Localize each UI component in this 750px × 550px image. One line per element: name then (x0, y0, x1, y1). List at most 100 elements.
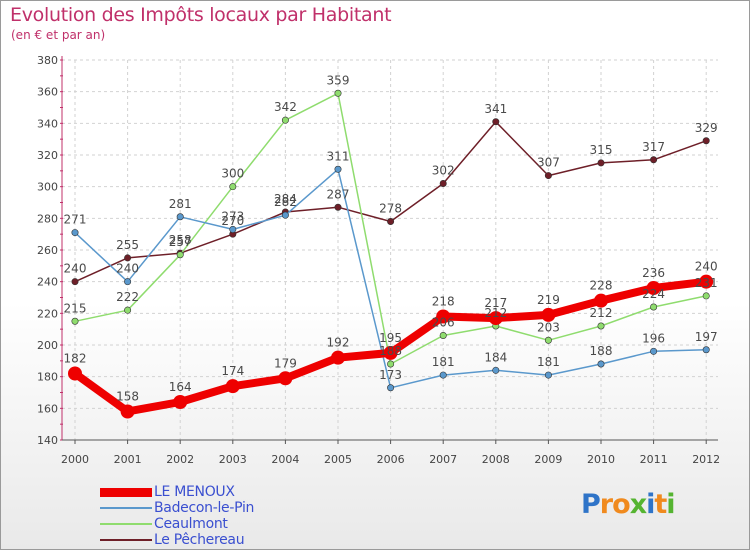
data-point (71, 278, 79, 286)
data-label: 206 (432, 316, 455, 330)
data-label: 192 (327, 336, 350, 350)
data-label: 188 (379, 344, 402, 358)
data-label: 181 (537, 355, 560, 369)
proxiti-logo: Proxiti (581, 489, 676, 520)
data-point (71, 317, 79, 325)
legend-label: Ceaulmont (154, 516, 228, 532)
legend-label: Badecon-le-Pin (154, 500, 255, 516)
x-tick-label: 2006 (377, 453, 405, 466)
data-label: 195 (379, 331, 402, 345)
data-label: 307 (537, 156, 560, 170)
y-tick-label: 220 (37, 307, 58, 320)
y-tick-label: 260 (37, 244, 58, 257)
data-label: 222 (116, 290, 139, 304)
data-label: 181 (432, 355, 455, 369)
x-tick-label: 2008 (482, 453, 510, 466)
y-tick-label: 360 (37, 86, 58, 99)
label-layer: 240 255 258 270 284 287 278 302 341 307 315 317 329 2… (64, 73, 718, 403)
data-label: 302 (432, 164, 455, 178)
x-tick-label: 2000 (61, 453, 89, 466)
legend-swatch (100, 523, 152, 525)
x-tick-label: 2001 (114, 453, 142, 466)
data-label: 164 (169, 380, 192, 394)
data-point (334, 89, 342, 97)
data-point (594, 293, 608, 308)
logo-letter: i (646, 489, 655, 520)
data-label: 270 (221, 214, 244, 228)
data-label: 342 (274, 100, 297, 114)
chart-title: Evolution des Impôts locaux par Habitant (10, 4, 392, 26)
data-point (68, 366, 82, 381)
data-point (334, 203, 342, 211)
x-tick-label: 2010 (587, 453, 615, 466)
data-point (541, 307, 556, 322)
data-point (225, 379, 240, 394)
data-label: 215 (64, 301, 87, 315)
data-label: 315 (590, 143, 613, 157)
data-point (383, 345, 398, 360)
logo-letter: r (599, 489, 613, 520)
x-tick-label: 2012 (692, 453, 720, 466)
data-label: 329 (695, 121, 718, 135)
axis-layer: 140 160 180 200 220 240 260 280 300 320 340 360 380 2… (37, 54, 720, 466)
data-label: 228 (590, 279, 613, 293)
y-tick-label: 180 (37, 371, 58, 384)
data-point (439, 371, 447, 379)
data-label: 282 (274, 195, 297, 209)
y-tick-label: 200 (37, 339, 58, 352)
data-point (650, 156, 658, 164)
y-tick-label: 320 (37, 149, 58, 162)
y-tick-label: 240 (37, 276, 58, 289)
data-label: 278 (379, 202, 402, 216)
data-label: 212 (484, 306, 507, 320)
data-point (439, 180, 447, 188)
data-point (120, 404, 135, 419)
data-point (544, 371, 552, 379)
data-point (702, 137, 710, 145)
data-point (488, 311, 503, 326)
data-point (229, 183, 237, 191)
data-point (176, 251, 184, 259)
data-label: 236 (642, 266, 665, 280)
legend-label: Le Pêchereau (154, 532, 245, 548)
data-point (436, 309, 451, 324)
x-tick-label: 2005 (324, 453, 352, 466)
data-point (646, 281, 661, 295)
legend-item: LE MENOUX (100, 484, 254, 500)
x-tick-label: 2002 (166, 453, 194, 466)
data-point (597, 360, 605, 368)
data-label: 197 (695, 330, 718, 344)
data-point (281, 211, 289, 219)
data-point (492, 118, 500, 126)
data-point (439, 331, 447, 339)
data-point (173, 395, 188, 409)
data-point (702, 292, 710, 300)
data-label: 158 (116, 390, 139, 404)
data-point (492, 366, 500, 374)
data-label: 196 (642, 331, 665, 345)
data-label: 218 (432, 295, 455, 309)
data-label: 240 (64, 262, 87, 276)
data-label: 284 (274, 192, 297, 206)
x-tick-label: 2011 (640, 453, 668, 466)
y-tick-label: 160 (37, 402, 58, 415)
data-label: 231 (695, 276, 718, 290)
data-point (281, 116, 289, 124)
data-label: 217 (484, 296, 507, 310)
data-label: 258 (169, 233, 192, 247)
data-point (544, 172, 552, 180)
data-label: 184 (484, 350, 507, 364)
x-tick-label: 2009 (534, 453, 562, 466)
logo-letter: o (612, 489, 631, 520)
logo-letter: i (666, 489, 675, 520)
data-label: 174 (221, 364, 244, 378)
data-point (124, 254, 132, 262)
data-label: 300 (221, 167, 244, 181)
data-point (71, 229, 79, 237)
data-label: 273 (221, 209, 244, 223)
x-tick-label: 2007 (429, 453, 457, 466)
legend-swatch (100, 539, 152, 541)
data-point (124, 278, 132, 286)
chart-subtitle: (en € et par an) (11, 28, 106, 42)
